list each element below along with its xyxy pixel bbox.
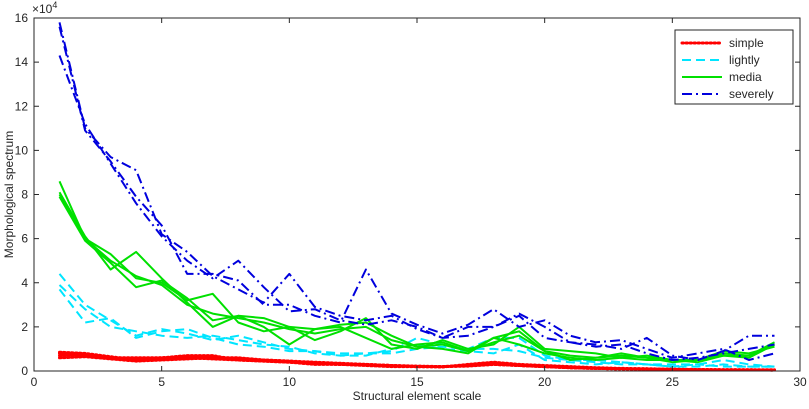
series-line-media-8 (58, 180, 775, 361)
y-tick-label: 16 (15, 11, 29, 25)
x-tick-label: 20 (538, 375, 552, 389)
legend-label-simple: simple (729, 36, 764, 50)
y-tick-label: 4 (21, 276, 28, 290)
series-line-media-11 (58, 193, 775, 361)
y-tick-label: 10 (15, 143, 29, 157)
series-line-severely-13 (58, 26, 775, 361)
legend-label-severely: severely (729, 87, 774, 101)
x-tick-label: 30 (793, 375, 807, 389)
y-tick-label: 14 (15, 55, 29, 69)
legend-label-lightly: lightly (729, 53, 760, 67)
x-tick-label: 0 (31, 375, 38, 389)
y-tick-label: 6 (21, 232, 28, 246)
x-tick-label: 5 (158, 375, 165, 389)
x-tick-label: 15 (410, 375, 424, 389)
y-exponent-label: ×104 (32, 0, 57, 16)
y-tick-label: 0 (21, 364, 28, 378)
series-line-media-10 (58, 196, 775, 364)
legend-label-media: media (729, 70, 762, 84)
series-line-severely-12 (58, 22, 775, 361)
y-tick-label: 2 (21, 320, 28, 334)
y-tick-label: 8 (21, 188, 28, 202)
x-tick-label: 10 (283, 375, 297, 389)
series-line-lightly-5 (58, 273, 775, 368)
x-tick-label: 25 (666, 375, 680, 389)
y-tick-label: 12 (15, 99, 29, 113)
series-line-severely-14 (58, 55, 775, 361)
y-axis-label: Morphological spectrum (2, 131, 16, 258)
x-axis-label: Structural element scale (353, 389, 482, 403)
series-line-lightly-6 (58, 284, 775, 368)
series-line-media-9 (58, 191, 775, 364)
series-line-lightly-7 (58, 288, 775, 368)
